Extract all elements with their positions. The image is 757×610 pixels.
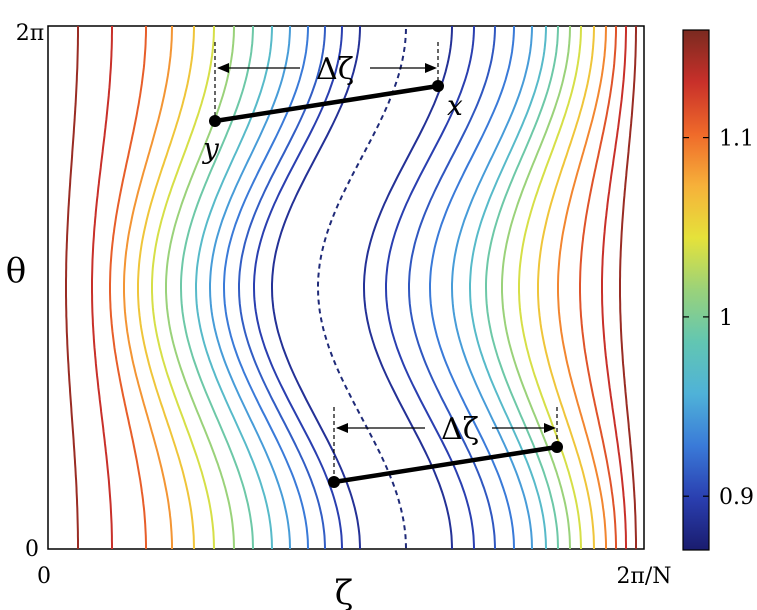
colorbar xyxy=(682,29,710,551)
colorbar-ticks: 0.9 1 1.1 xyxy=(683,127,754,510)
delta-zeta-label-bottom: Δζ xyxy=(441,412,479,447)
bottom-annotation: Δζ xyxy=(328,407,563,488)
top-segment xyxy=(214,83,439,124)
x-axis-label: ζ xyxy=(335,573,353,610)
contour-line xyxy=(65,26,79,549)
delta-zeta-label-top: Δζ xyxy=(316,52,354,87)
contour-line xyxy=(557,26,607,549)
dashed-contour xyxy=(317,26,407,549)
contour-line xyxy=(518,26,582,549)
point-y-label: y xyxy=(201,132,220,165)
contour-line xyxy=(601,26,627,549)
contour-line xyxy=(109,26,147,549)
y-tick-top: 2π xyxy=(16,21,44,46)
point-y-marker xyxy=(209,115,221,127)
contour-line xyxy=(429,26,515,549)
colorbar-tick-label: 1.1 xyxy=(719,127,754,152)
contour-line xyxy=(223,26,309,549)
x-tick-right: 2π/N xyxy=(616,564,671,589)
contour-line xyxy=(151,26,215,549)
contour-line xyxy=(209,26,291,549)
plot-frame xyxy=(47,25,645,550)
point-x-label: x xyxy=(447,89,463,122)
bottom-left-point-marker xyxy=(328,476,340,488)
top-arrow-left-head xyxy=(217,63,229,73)
contour-line xyxy=(469,26,547,549)
bottom-arrow-left-head xyxy=(336,423,348,433)
x-tick-left: 0 xyxy=(37,564,51,589)
contour-line xyxy=(238,26,326,549)
contour-line xyxy=(271,26,361,549)
point-x-marker xyxy=(432,80,444,92)
contour-line xyxy=(195,26,273,549)
colorbar-tick-label: 0.9 xyxy=(719,485,754,510)
bottom-right-point-marker xyxy=(551,441,563,453)
contour-line xyxy=(619,26,637,549)
bottom-segment xyxy=(333,444,558,485)
contour-lines xyxy=(65,26,637,549)
bottom-arrow-right-head xyxy=(544,423,556,433)
top-annotation: Δζ x y xyxy=(201,42,463,165)
top-arrow-right-head xyxy=(425,63,437,73)
contour-line xyxy=(385,26,475,549)
contour-line xyxy=(408,26,496,549)
contour-line xyxy=(451,26,533,549)
contour-line xyxy=(180,26,254,549)
contour-line xyxy=(485,26,559,549)
y-axis-label: θ xyxy=(6,251,26,291)
colorbar-tick-label: 1 xyxy=(719,306,733,331)
contour-line xyxy=(165,26,235,549)
contour-line xyxy=(123,26,173,549)
contour-line xyxy=(501,26,571,549)
contour-line xyxy=(253,26,343,549)
contour-line xyxy=(91,26,113,549)
contour-line xyxy=(537,26,595,549)
y-tick-bottom: 0 xyxy=(25,537,39,562)
contour-line xyxy=(137,26,195,549)
contour-line xyxy=(579,26,617,549)
